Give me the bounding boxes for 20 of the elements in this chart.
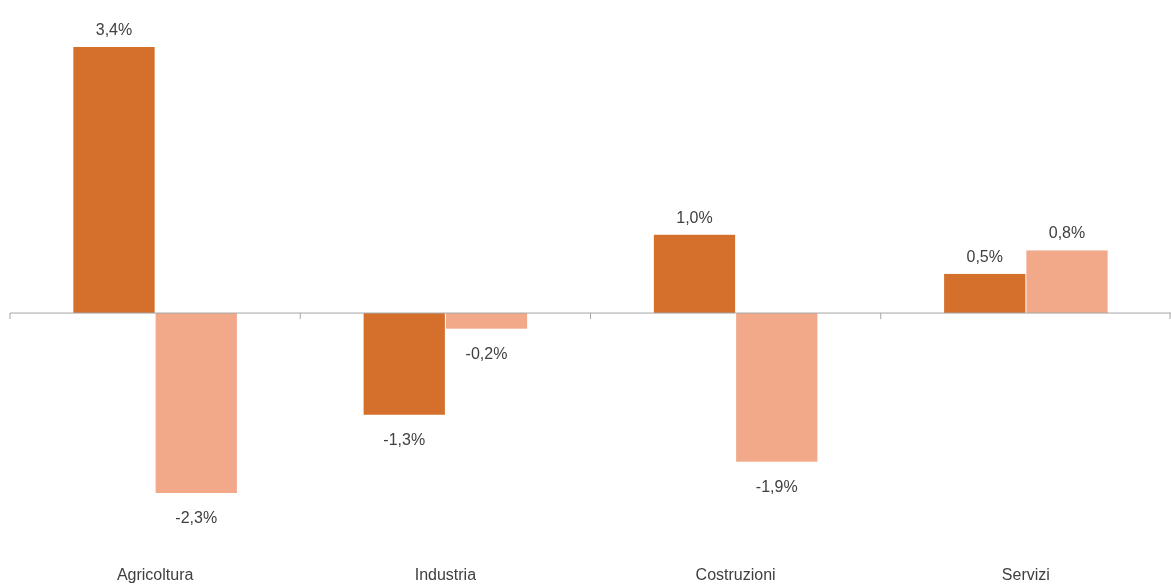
x-tick-label: Servizi: [1001, 566, 1050, 583]
data-label: 3,4%: [95, 21, 133, 38]
bar: [944, 273, 1026, 314]
bar: [363, 313, 445, 415]
bar: [1026, 250, 1108, 314]
data-label: -1,9%: [755, 477, 798, 495]
x-tick-label: Agricoltura: [116, 566, 194, 583]
data-label: -2,3%: [175, 509, 218, 526]
bar: [736, 313, 818, 462]
x-tick-label: Costruzioni: [695, 566, 776, 583]
data-label: 1,0%: [676, 208, 713, 226]
bar: [653, 234, 736, 314]
x-tick-label: Industria: [414, 566, 477, 583]
data-label: -0,2%: [465, 344, 508, 362]
bar: [155, 313, 237, 493]
bar: [73, 47, 155, 314]
bar: [445, 313, 528, 329]
data-label: -1,3%: [383, 430, 426, 448]
data-label: 0,8%: [1048, 224, 1086, 242]
data-label: 0,5%: [966, 247, 1003, 265]
